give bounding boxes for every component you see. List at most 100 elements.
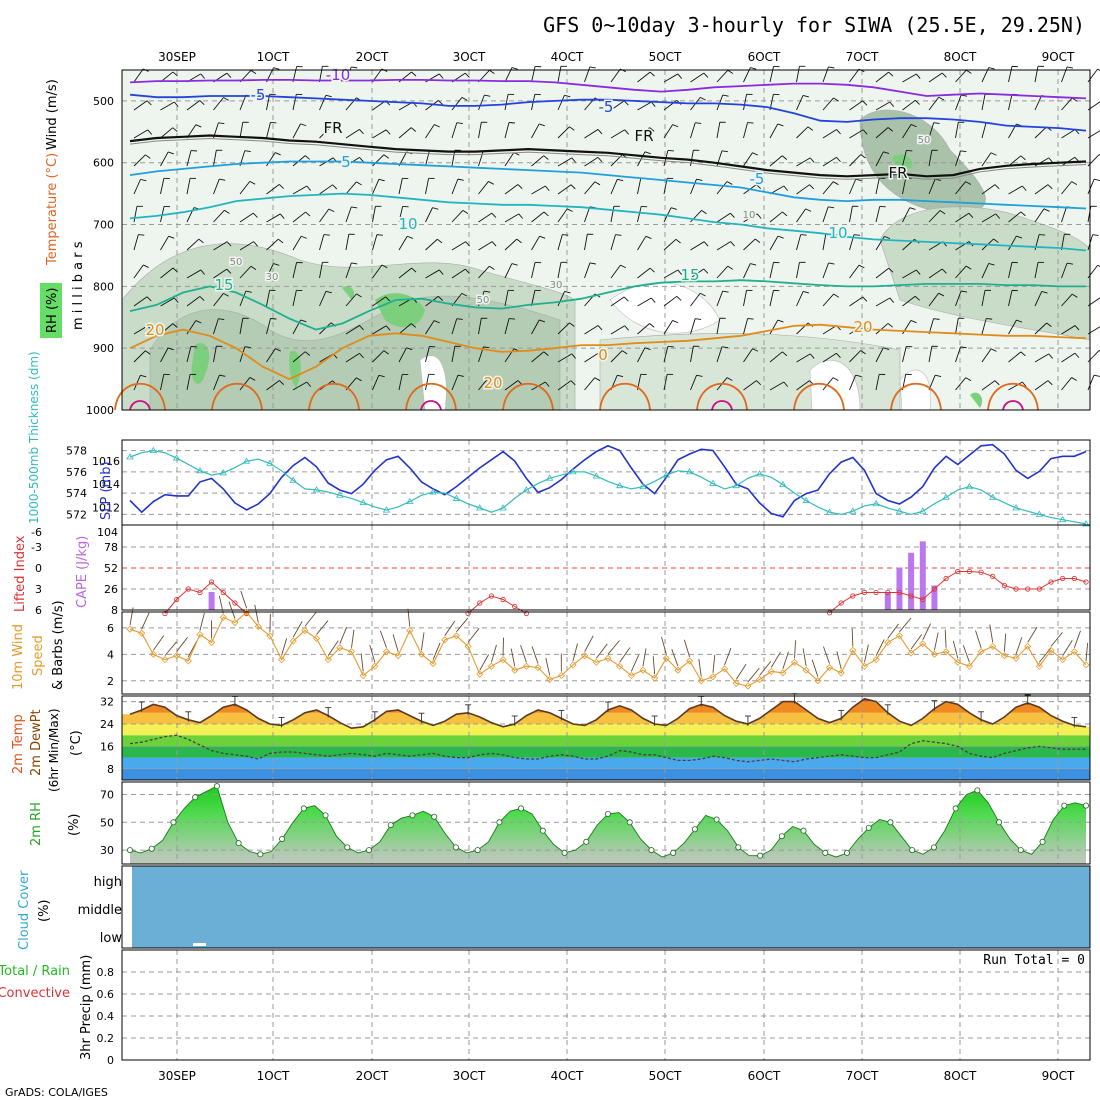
surface-barb [759,661,772,676]
wind-barb [504,94,509,111]
cloud-cover-unit: (%) [37,900,52,923]
slp-tick: 1016 [92,455,120,468]
slp-grid [122,440,1090,525]
contour-label: 0 [598,346,608,364]
thickness-marker [942,493,950,500]
rh-point [887,819,894,826]
wind-barb-feather [457,178,464,181]
wind-barb [1061,325,1076,335]
wind-barb-feather [461,292,468,297]
lifted-index-segment [467,595,527,614]
precip-tick: 0 [107,1054,114,1067]
wind-barb [345,234,350,251]
wind-barb [213,293,224,307]
wind-barb-feather [564,290,571,294]
wind-barb [1061,97,1073,111]
thickness-marker [429,488,437,495]
rh2m-label: 2m RH [29,802,44,846]
wind-barb-feather [915,73,921,79]
wind-barb-feather [862,129,868,135]
wind-barb-feather [862,296,868,302]
surface-barb [712,654,716,673]
wind-barb [716,94,724,111]
wind-barb [292,351,306,363]
wind-barb-feather [966,69,972,74]
wind-speed-point [254,622,262,631]
precip-tick: 0.6 [97,988,115,1001]
surface-barb [1073,630,1081,648]
slp-tick: 1012 [92,502,120,515]
wind-barb [716,241,731,251]
surface-barb [671,649,679,667]
wind-speed-point [651,674,659,682]
precip-tick: 0.4 [97,1010,115,1023]
wind-barb-feather [279,213,285,219]
wind-barb [266,238,279,251]
wind-barb-feather [730,212,735,218]
wind-barb-feather [385,296,391,302]
rh-wet-region [191,343,210,384]
cape-li-axes: -6 -3 0 3 6 104 78 52 26 8 [31,526,118,617]
wind-barb-feather [722,94,729,97]
surface-barb [802,648,807,667]
cape-tick: 8 [111,604,118,617]
wind-barb [822,293,834,307]
wind-barb-feather [306,381,312,387]
wind-barb-feather [146,296,152,302]
wind-barb [478,290,485,307]
wind-barb-feather [539,319,546,323]
wind-barb [902,178,907,195]
wind-barb [769,319,779,335]
contour-label: 50 [918,135,931,146]
wind-barb [451,97,463,111]
wind-barb-feather [146,100,152,106]
wind-barb [875,323,889,335]
wind-barb [822,325,837,335]
wind-barb-feather [802,94,809,98]
wind-speed-point [371,662,379,670]
wind-barb [902,346,907,363]
wind-barb-feather [351,262,358,265]
contour-label: 15 [214,276,233,294]
wind-barb [372,234,378,251]
contour--5 [129,93,1087,132]
thickness-marker [919,507,927,514]
rh-point [474,847,481,854]
wind-barb [557,66,562,83]
wind-barb-feather [754,238,761,244]
wind-barb [981,184,996,195]
wind-barb-feather [434,124,440,128]
wind-barb-feather [675,238,681,244]
wind-barb-feather [995,213,1001,219]
rh-tick: 70 [100,789,114,802]
slp-thickness-axes: 572 574 576 578 1012 1014 1016 [66,445,120,522]
top-date-label: 3OCT [453,50,486,64]
wind-barb-feather [828,66,835,69]
wind-barb [292,381,308,391]
wind-speed-point [965,662,973,670]
lifted-index-point [512,603,518,610]
slp-thickness-lines [126,443,1090,527]
wind-speed-point [860,662,869,670]
contour-5 [129,160,1087,210]
wind-barb-feather [359,353,364,359]
surface-barb [240,590,248,609]
wind-barb [663,295,678,307]
surface-barb [421,632,425,651]
wind-barb-feather [518,213,524,219]
wind-barb [319,66,323,83]
wind-barb-feather [545,185,550,191]
wind-barb [928,72,943,83]
wind-barb [743,380,757,391]
lifted-index-point [162,610,168,617]
wind-barb [451,122,458,139]
thickness-marker [989,493,997,500]
wind-barb-feather [703,268,709,274]
contour-label: 20 [483,374,502,392]
wind-barb [425,124,435,139]
cape-bar [896,567,903,610]
wind-speed-point [173,652,181,660]
wind-barb-feather [677,73,683,79]
rh-shading [121,109,1091,411]
